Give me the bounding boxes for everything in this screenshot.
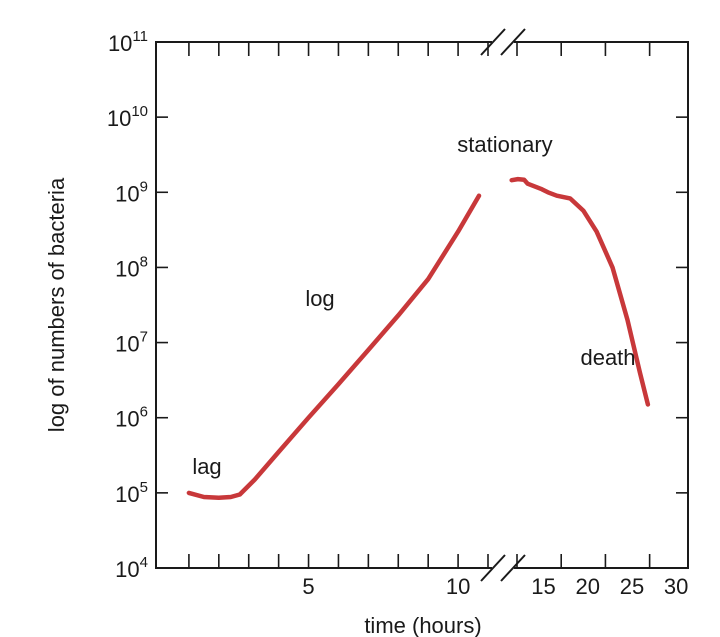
y-tick-label: 105: [115, 479, 148, 507]
x-tick-label: 20: [575, 574, 599, 599]
y-tick-label: 106: [115, 404, 148, 432]
x-tick-labels: 5 10 15 20 25 30: [302, 574, 688, 599]
curve-before-break: [186, 193, 482, 501]
x-tick-label: 25: [620, 574, 644, 599]
axis-break-slash-bottom: [480, 554, 506, 582]
axis-break: [480, 28, 526, 582]
axis-break-slash-top: [480, 28, 506, 56]
lag-label: lag: [192, 454, 221, 479]
death-label: death: [580, 345, 635, 370]
log-label: log: [305, 286, 334, 311]
axis-break-slash-top: [500, 28, 526, 56]
y-tick-label: 1011: [108, 28, 148, 56]
axis-break-slash-bottom: [500, 554, 526, 582]
stationary-label: stationary: [457, 132, 552, 157]
curve-after-break: [509, 176, 651, 407]
plot-frame: [155, 41, 689, 569]
y-tick-label: 109: [115, 178, 148, 206]
tick-marks: [156, 41, 688, 569]
x-tick-label: 10: [446, 574, 470, 599]
y-tick-label: 104: [115, 554, 148, 582]
y-tick-labels: 104 105 106 107 108 109 1010 1011: [107, 28, 148, 582]
x-tick-label: 5: [302, 574, 314, 599]
y-tick-label: 108: [115, 253, 148, 281]
y-tick-label: 1010: [107, 103, 148, 131]
x-tick-label: 15: [531, 574, 555, 599]
x-axis-label: time (hours): [364, 613, 481, 637]
x-tick-label: 30: [664, 574, 688, 599]
growth-curve: [186, 176, 651, 501]
y-tick-label: 107: [115, 329, 148, 357]
y-axis-label: log of numbers of bacteria: [44, 177, 69, 432]
